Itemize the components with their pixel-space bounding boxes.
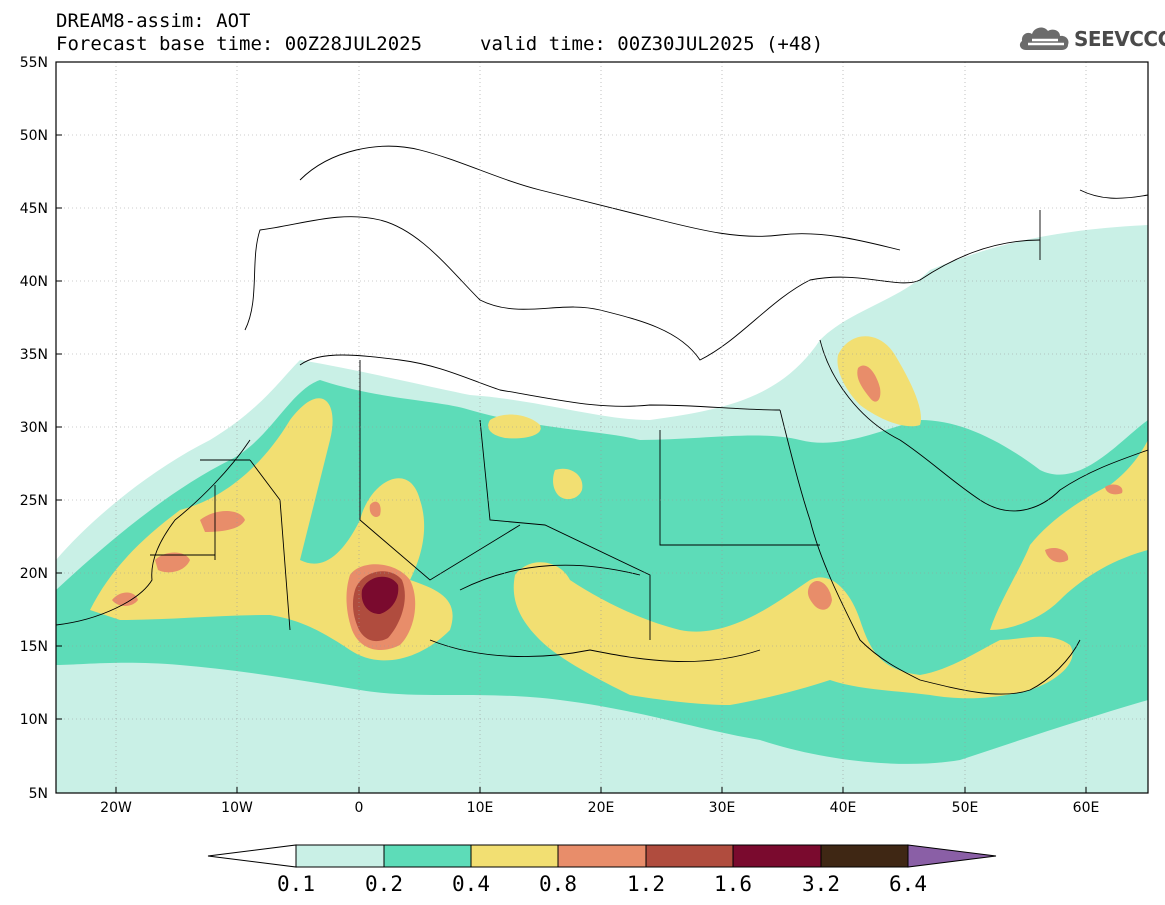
colorbar-label: 0.4 [452,872,490,896]
lon-label: 30E [709,800,736,816]
aot-band-0.4-iraq [837,336,921,427]
longitude-labels: 20W 10W 0 10E 20E 30E 40E 50E 60E [100,800,1099,816]
lon-label: 10E [467,800,494,816]
lat-label: 10N [20,712,48,728]
lat-label: 5N [29,786,48,802]
lat-label: 35N [20,347,48,363]
lon-label: 20E [588,800,615,816]
aot-band-0.8-sudan [807,580,832,610]
lat-label: 55N [20,55,48,71]
lat-label: 30N [20,420,48,436]
aot-band-0.4-libya [488,414,541,439]
brand-logo: SEEVCCC [1018,22,1165,58]
colorbar-label: 6.4 [889,872,927,896]
lat-label: 25N [20,493,48,509]
colorbar-label: 1.6 [714,872,752,896]
brand-name: SEEVCCC [1074,27,1165,51]
aot-band-0.8-oman [369,484,1123,563]
colorbar-swatch [470,844,559,868]
lat-label: 20N [20,566,48,582]
axis-ticks [56,61,1087,793]
lon-label: 0 [355,800,364,816]
latitude-labels: 55N 50N 45N 40N 35N 30N 25N 20N 15N 10N … [20,55,48,802]
colorbar-label: 0.2 [365,872,403,896]
lat-label: 40N [20,274,48,290]
colorbar-label: 3.2 [802,872,840,896]
lon-label: 60E [1073,800,1100,816]
aot-band-0.8-iraq [857,365,881,402]
colorbar-over-triangle [907,844,997,868]
lon-label: 20W [100,800,132,816]
valid-time: valid time: 00Z30JUL2025 (+48) [480,33,824,55]
aot-band-0.4-chad [553,468,583,500]
map-title: DREAM8-assim: AOT [56,10,251,32]
colorbar-swatch [383,844,472,868]
colorbar-label: 1.2 [627,872,665,896]
base-time: Forecast base time: 00Z28JUL2025 [56,33,423,55]
aot-band-0.8-coast [112,552,190,606]
colorbar-under-triangle [207,844,297,868]
aot-band-1.6 [361,576,399,614]
aot-field [56,225,1148,793]
lat-label: 50N [20,128,48,144]
cloud-logo-icon [1019,27,1069,50]
lon-label: 10W [221,800,253,816]
aot-band-0.8-mauritania [200,511,245,532]
colorbar-swatch [645,844,734,868]
colorbar-swatch [295,844,385,868]
lat-label: 15N [20,639,48,655]
lat-label: 45N [20,201,48,217]
aot-band-0.4-central [513,562,1073,705]
lon-label: 50E [952,800,979,816]
colorbar-label: 0.1 [277,872,315,896]
colorbar-swatch [557,844,647,868]
colorbar-label: 0.8 [539,872,577,896]
colorbar-swatch [820,844,909,868]
colorbar-swatch [732,844,822,868]
lon-label: 40E [830,800,857,816]
